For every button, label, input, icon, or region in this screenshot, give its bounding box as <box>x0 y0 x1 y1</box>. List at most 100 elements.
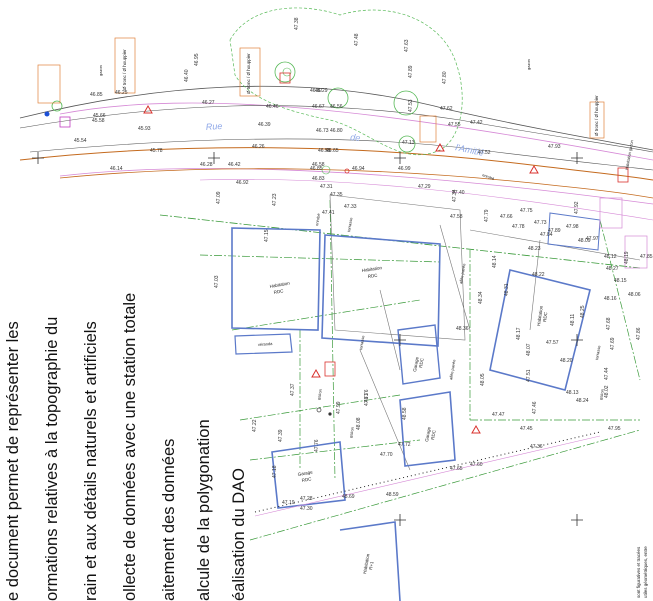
spot-height: 48.07 <box>526 343 532 356</box>
spot-height: 45.58 <box>92 118 105 124</box>
spot-height: 47.51 <box>526 369 532 382</box>
spot-height: 46.25 <box>115 90 128 96</box>
spot-height: 47.84 <box>540 232 553 238</box>
spot-height: 46.87 <box>310 88 323 94</box>
veranda <box>234 333 293 355</box>
spot-height: 47.35 <box>330 192 343 198</box>
building-habitation <box>489 269 591 391</box>
fence <box>254 431 601 517</box>
spot-height: 46.40 <box>184 69 190 82</box>
spot-height: 46.56 <box>330 104 343 110</box>
spot-height: 47.23 <box>272 193 278 206</box>
spot-height: 47.79 <box>484 209 490 222</box>
spot-height: 48.23 <box>528 246 541 252</box>
surface-label: enrobé <box>482 172 496 181</box>
spot-height: 47.63 <box>404 39 410 52</box>
spot-height: 47.47 <box>492 412 505 418</box>
spot-height: 47.34 <box>452 189 458 202</box>
building-annex <box>547 212 601 251</box>
description-line: rain et aux détails naturels et artifici… <box>82 321 100 601</box>
spot-height: 48.24 <box>576 398 589 404</box>
spot-height: 46.83 <box>312 176 325 182</box>
spot-height: 47.52 <box>478 150 491 156</box>
spot-height: 48.15 <box>614 278 627 284</box>
survey-station <box>311 368 321 378</box>
building-label: R+1 <box>368 561 374 571</box>
description-line: alcule de la polygonation <box>195 419 213 601</box>
spot-height: 47.28 <box>300 496 313 502</box>
spot-height: 46.73 <box>316 128 329 134</box>
spot-height: 47.60 <box>470 462 483 468</box>
tree-note: Ø tronc / Ø houppier <box>246 53 251 94</box>
tree-note: Ø tronc / Ø houppier <box>122 49 127 90</box>
surface-label: allée pavée <box>448 358 457 380</box>
spot-height: 48.13 <box>566 390 579 396</box>
spot-height: 47.93 <box>548 144 561 150</box>
spot-height: 47.31 <box>320 184 333 190</box>
spot-height: 48.02 <box>604 385 610 398</box>
spot-height: 47.69 <box>610 337 616 350</box>
spot-height: 46.95 <box>194 53 200 66</box>
spot-height: 48.12 <box>604 254 617 260</box>
road-name-word: de <box>350 132 361 143</box>
document-description: e document permet de représenter les orm… <box>4 293 248 601</box>
spot-height: 47.99 <box>336 401 342 414</box>
spot-height: 47.18 <box>272 465 278 478</box>
building-label: RDC <box>418 357 425 368</box>
building-garage <box>271 441 346 509</box>
building-habitation <box>321 234 441 347</box>
building-habitation <box>231 227 321 331</box>
spot-height: 48.11 <box>570 314 576 326</box>
parcel-line <box>249 429 641 541</box>
surface-label: terrasse <box>594 344 602 360</box>
description-line: ormations relatives à la topographie du <box>43 317 61 601</box>
spot-heights: 46.95 47.38 47.48 47.63 47.80 46.85 46.25 46.40… <box>74 17 653 512</box>
spot-height: 47.97 <box>586 236 599 242</box>
building-habitation-r1 <box>339 521 401 601</box>
spot-height: 46.65 <box>326 148 339 154</box>
surface-label: enrobé <box>314 212 321 226</box>
legend-text: sont figuratives et tracées <box>636 546 641 598</box>
spot-height: 48.76 <box>364 389 370 402</box>
parcel-line <box>249 439 421 461</box>
description-line: éalisation du DAO <box>230 468 248 601</box>
parcel-boundaries <box>159 199 641 541</box>
parcel-line <box>231 299 421 331</box>
building-label: Habitation <box>361 265 382 273</box>
building-labels: Habitation RDC Habitation RDC Habitation… <box>269 265 548 574</box>
spot-height: 46.39 <box>258 122 271 128</box>
spot-height: 46.14 <box>110 166 123 172</box>
description-line: aitement des données <box>160 439 178 601</box>
spot-height: 48.17 <box>516 327 522 340</box>
building-garage <box>397 324 441 385</box>
building-label: Garage <box>297 469 313 477</box>
tree-notes: Ø tronc / Ø houppier Ø tronc / Ø houppie… <box>37 37 648 377</box>
road-edge <box>19 105 653 153</box>
parcel-line <box>329 199 336 481</box>
building-label: RDC <box>430 429 437 440</box>
building-label: Garage <box>412 356 420 372</box>
spot-height: 48.06 <box>628 292 641 298</box>
spot-height: 47.66 <box>500 214 513 220</box>
surface-label: Habitation gazon <box>624 140 634 170</box>
vegetation <box>51 7 463 175</box>
spot-height: 47.30 <box>300 506 313 512</box>
spot-height: 45.66 <box>93 113 106 119</box>
survey-station <box>529 164 539 174</box>
spot-height: 46.92 <box>236 180 249 186</box>
spot-height: 47.44 <box>604 367 610 380</box>
buildings <box>231 212 601 601</box>
survey-points <box>44 111 350 416</box>
building-label: RDC <box>367 273 378 279</box>
spot-height: 47.72 <box>398 442 411 448</box>
spot-height: 47.42 <box>470 120 483 126</box>
tree <box>393 90 419 116</box>
building-label: Garage <box>424 426 432 442</box>
spot-height: 47.75 <box>520 208 533 214</box>
spot-height: 47.41 <box>322 210 335 216</box>
spot-height: 46.42 <box>228 162 241 168</box>
spot-height: 46.27 <box>202 100 215 106</box>
spot-height: 48.09 <box>578 238 591 244</box>
legend-fragment: sont figuratives et tracées utiles géomé… <box>636 546 648 598</box>
spot-height: 47.22 <box>252 419 258 432</box>
